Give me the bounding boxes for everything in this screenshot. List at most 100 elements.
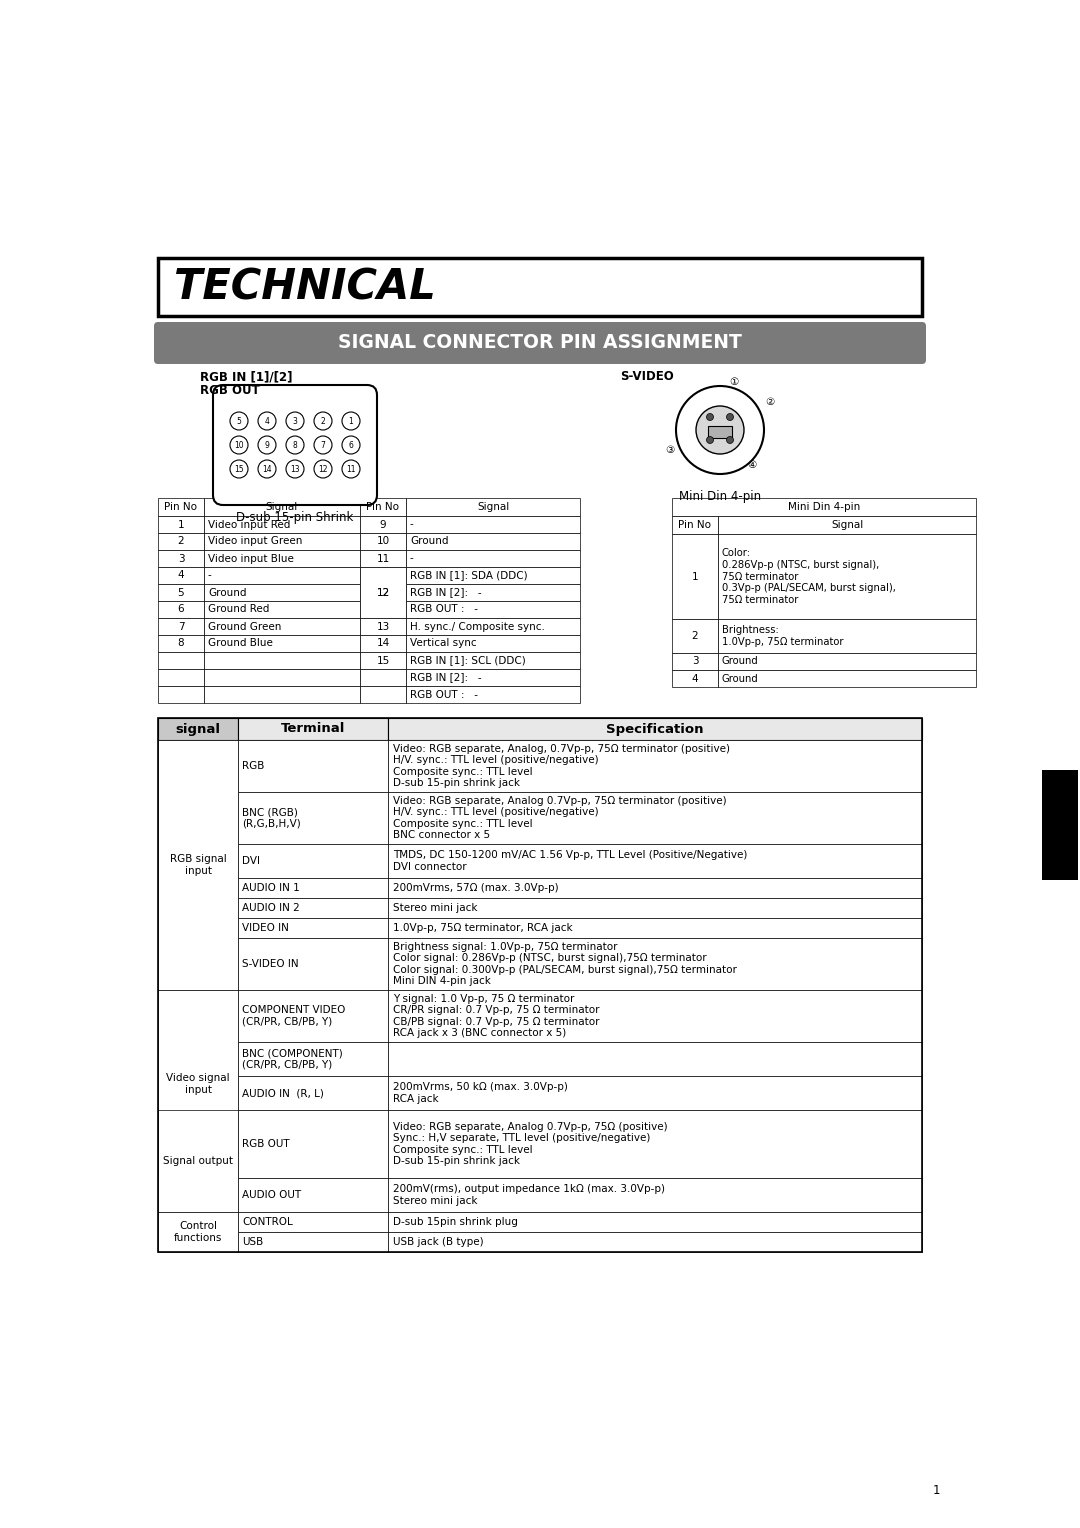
Text: Control
functions: Control functions xyxy=(174,1221,222,1242)
Text: ③: ③ xyxy=(665,445,675,455)
Text: Video: RGB separate, Analog, 0.7Vp-p, 75Ω terminator (positive)
H/V. sync.: TTL : Video: RGB separate, Analog, 0.7Vp-p, 75… xyxy=(393,744,730,788)
Text: 3: 3 xyxy=(178,553,185,564)
Text: 5: 5 xyxy=(237,417,242,425)
Circle shape xyxy=(314,435,332,454)
Bar xyxy=(360,617,406,636)
Circle shape xyxy=(286,460,303,478)
Bar xyxy=(388,1178,922,1212)
Bar xyxy=(672,533,718,619)
Bar xyxy=(204,652,360,669)
Bar xyxy=(388,1212,922,1232)
Text: 2: 2 xyxy=(178,536,185,547)
Circle shape xyxy=(342,460,360,478)
Bar xyxy=(388,740,922,792)
Text: S-VIDEO: S-VIDEO xyxy=(620,370,674,384)
Text: USB: USB xyxy=(242,1238,264,1247)
Bar xyxy=(158,550,204,567)
Text: -: - xyxy=(208,570,212,581)
Bar xyxy=(406,636,580,652)
Bar xyxy=(360,567,406,617)
Circle shape xyxy=(258,413,276,429)
Bar xyxy=(360,498,406,516)
Text: SIGNAL CONNECTOR PIN ASSIGNMENT: SIGNAL CONNECTOR PIN ASSIGNMENT xyxy=(338,333,742,353)
Bar xyxy=(360,652,406,669)
Text: Color:
0.286Vp-p (NTSC, burst signal),
75Ω terminator
0.3Vp-p (PAL/SECAM, burst : Color: 0.286Vp-p (NTSC, burst signal), 7… xyxy=(723,549,896,605)
Bar xyxy=(204,601,360,617)
Bar xyxy=(388,918,922,938)
Bar xyxy=(238,843,388,879)
Bar xyxy=(406,584,580,601)
Text: 11: 11 xyxy=(376,553,390,564)
Text: signal: signal xyxy=(175,723,220,735)
FancyBboxPatch shape xyxy=(213,385,377,504)
Bar xyxy=(158,258,922,316)
Text: BNC (COMPONENT)
(CR/PR, CB/PB, Y): BNC (COMPONENT) (CR/PR, CB/PB, Y) xyxy=(242,1048,342,1070)
Text: Mini Din 4-pin: Mini Din 4-pin xyxy=(679,490,761,503)
Bar xyxy=(672,669,718,688)
Text: 3: 3 xyxy=(691,657,699,666)
Text: 8: 8 xyxy=(293,440,297,449)
Circle shape xyxy=(230,460,248,478)
Circle shape xyxy=(706,437,714,443)
Text: Video input Red: Video input Red xyxy=(208,520,291,530)
Bar xyxy=(238,740,388,792)
Bar xyxy=(158,584,204,601)
Circle shape xyxy=(258,460,276,478)
Bar xyxy=(158,669,204,686)
Bar xyxy=(718,516,976,533)
Bar xyxy=(388,1076,922,1109)
Bar xyxy=(204,584,360,601)
Bar xyxy=(238,1232,388,1251)
Text: 10: 10 xyxy=(234,440,244,449)
Circle shape xyxy=(230,413,248,429)
Bar xyxy=(238,792,388,843)
Bar xyxy=(238,1109,388,1178)
Circle shape xyxy=(314,460,332,478)
Bar xyxy=(360,516,406,533)
Text: 1: 1 xyxy=(349,417,353,425)
Text: 3: 3 xyxy=(293,417,297,425)
Text: Ground: Ground xyxy=(723,657,759,666)
Text: 12: 12 xyxy=(319,465,327,474)
Bar xyxy=(158,990,238,1178)
Bar xyxy=(238,918,388,938)
Text: AUDIO OUT: AUDIO OUT xyxy=(242,1190,301,1199)
Bar xyxy=(238,1212,388,1232)
Bar xyxy=(158,533,204,550)
Bar xyxy=(360,550,406,567)
Bar xyxy=(406,617,580,636)
Bar xyxy=(238,1178,388,1212)
Circle shape xyxy=(286,435,303,454)
Bar xyxy=(406,601,580,617)
Bar xyxy=(158,567,204,584)
Bar xyxy=(238,1042,388,1076)
Bar xyxy=(238,1076,388,1109)
Bar xyxy=(158,686,204,703)
Bar xyxy=(204,617,360,636)
Text: 200mVrms, 57Ω (max. 3.0Vp-p): 200mVrms, 57Ω (max. 3.0Vp-p) xyxy=(393,883,558,892)
Text: AUDIO IN  (R, L): AUDIO IN (R, L) xyxy=(242,1088,324,1099)
Bar xyxy=(360,584,406,601)
Text: Signal: Signal xyxy=(831,520,863,530)
Bar xyxy=(158,1109,238,1212)
Text: Pin No: Pin No xyxy=(678,520,712,530)
Bar xyxy=(158,516,204,533)
Text: 10: 10 xyxy=(377,536,390,547)
Circle shape xyxy=(342,413,360,429)
Text: Pin No: Pin No xyxy=(366,503,400,512)
Bar xyxy=(388,898,922,918)
Text: Stereo mini jack: Stereo mini jack xyxy=(393,903,477,914)
Bar xyxy=(388,938,922,990)
Bar xyxy=(718,619,976,652)
Circle shape xyxy=(258,435,276,454)
Text: RGB IN [1]: SDA (DDC): RGB IN [1]: SDA (DDC) xyxy=(410,570,528,581)
Text: Signal output: Signal output xyxy=(163,1157,233,1166)
Text: 12: 12 xyxy=(376,587,390,597)
Text: Pin No: Pin No xyxy=(164,503,198,512)
Text: 11: 11 xyxy=(347,465,355,474)
Text: Brightness:
1.0Vp-p, 75Ω terminator: Brightness: 1.0Vp-p, 75Ω terminator xyxy=(723,625,843,646)
Text: USB jack (B type): USB jack (B type) xyxy=(393,1238,484,1247)
Text: RGB: RGB xyxy=(242,761,265,772)
Bar xyxy=(158,498,204,516)
Text: Signal: Signal xyxy=(477,503,509,512)
